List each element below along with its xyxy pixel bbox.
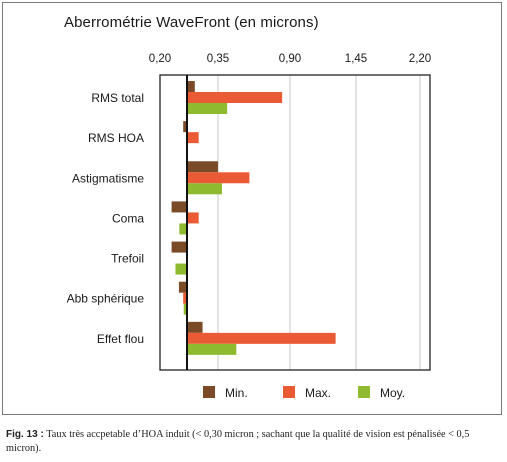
bar-moy (187, 103, 228, 114)
category-label: Effet flou (97, 332, 144, 346)
bar-max (187, 92, 283, 103)
bar-max (187, 332, 336, 344)
x-tick-label: 0,90 (279, 53, 301, 65)
bar-max (187, 172, 250, 184)
category-label: RMS HOA (88, 131, 144, 145)
caption-label: Fig. 13 : (6, 429, 44, 440)
category-label: Trefoil (111, 252, 144, 266)
bar-min (178, 281, 187, 293)
chart-title: Aberrométrie WaveFront (en microns) (64, 14, 319, 31)
bar-min (187, 321, 203, 333)
legend-swatch (203, 386, 215, 398)
bar-moy (183, 303, 187, 315)
chart: 0,20 0,35 0,90 1,45 2,20 RMS total RMS HOA Asti… (67, 53, 432, 400)
legend-swatch (283, 386, 295, 398)
plot-border (159, 74, 431, 371)
bar-moy (187, 183, 222, 195)
bar-max (187, 132, 199, 144)
figure-frame (2, 2, 502, 415)
bar-min (183, 121, 187, 133)
bar-min (171, 241, 187, 253)
category-label: Astigmatisme (72, 171, 144, 185)
bar-moy (187, 343, 237, 355)
bar-min (187, 81, 195, 92)
bar-moy (179, 223, 187, 235)
category-label: Abb sphérique (67, 292, 145, 306)
figure-caption: Fig. 13 : Taux très accpetable d’HOA ind… (6, 428, 502, 456)
legend-swatch (358, 386, 370, 398)
x-tick-label: 0,35 (207, 53, 229, 65)
x-tick-label: 1,45 (345, 53, 367, 65)
bar-min (187, 161, 218, 173)
category-label: Coma (112, 211, 144, 225)
x-tick-label: 2,20 (409, 53, 431, 65)
bar-min (171, 201, 187, 213)
bar-max (187, 212, 199, 224)
legend-label: Moy. (380, 386, 405, 400)
category-label: RMS total (91, 91, 144, 105)
legend-label: Max. (305, 386, 331, 400)
bar-moy (175, 263, 187, 275)
legend-label: Min. (225, 386, 248, 400)
bar-max (183, 292, 187, 304)
caption-text: Taux très accpetable d’HOA induit (< 0,3… (6, 429, 470, 454)
x-tick-label: 0,20 (149, 53, 171, 65)
